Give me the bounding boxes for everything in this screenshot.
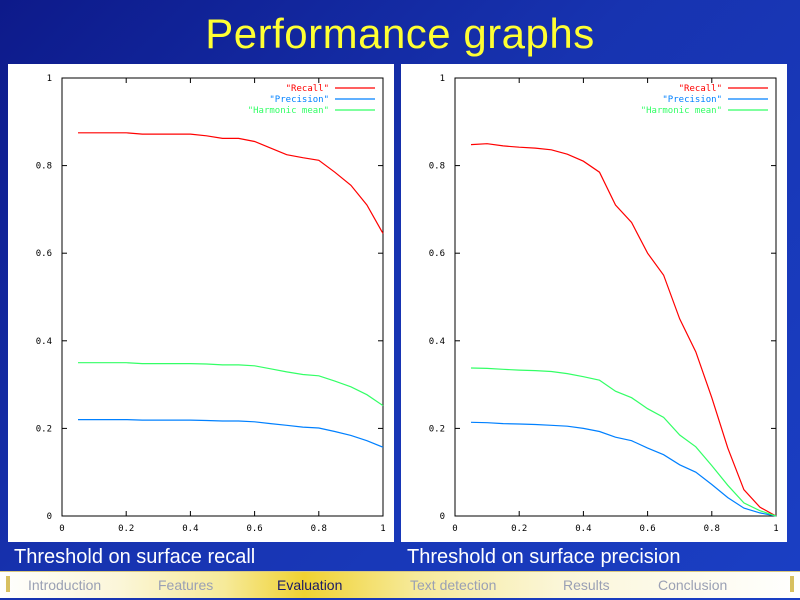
y-tick-label: 0.8	[36, 162, 52, 172]
legend-label-2: "Harmonic mean"	[248, 106, 329, 116]
legend-label-0: "Recall"	[679, 84, 722, 94]
nav-item-introduction[interactable]: Introduction	[28, 577, 102, 593]
caption-surface-recall: Threshold on surface recall	[14, 546, 256, 568]
y-tick-label: 0	[47, 512, 52, 522]
x-tick-label: 0.2	[118, 524, 134, 534]
x-tick-label: 0.6	[639, 524, 655, 534]
caption-surface-precision: Threshold on surface precision	[407, 546, 681, 568]
nav-left-marker	[6, 576, 10, 592]
plot-frame	[61, 77, 384, 517]
legend-label-1: "Precision"	[269, 95, 329, 105]
series-line-2	[78, 362, 384, 407]
legend-label-1: "Precision"	[662, 95, 722, 105]
legend-label-0: "Recall"	[286, 84, 329, 94]
series-line-2	[470, 367, 777, 517]
legend-label-2: "Harmonic mean"	[641, 106, 722, 116]
x-tick-label: 0.6	[246, 524, 262, 534]
x-tick-label: 0.4	[182, 524, 198, 534]
y-tick-label: 0.8	[429, 162, 445, 172]
chart-panel-surface-precision: 0 0.2 0.4 0.6 0.8 1 0 0.2 0.4 0.6 0.8 1 "Recall" "Pre…	[401, 64, 787, 542]
x-tick-label: 0	[452, 524, 457, 534]
nav-item-features[interactable]: Features	[158, 577, 214, 593]
x-tick-label: 0.4	[575, 524, 591, 534]
x-tick-label: 0.2	[511, 524, 527, 534]
y-tick-label: 0.6	[429, 249, 445, 259]
chart-panel-surface-recall: 0 0.2 0.4 0.6 0.8 1 0 0.2 0.4 0.6 0.8 1 "Recall" "Pre…	[8, 64, 394, 542]
y-tick-label: 0.2	[36, 424, 52, 434]
nav-right-marker	[790, 576, 794, 592]
x-tick-label: 0.8	[704, 524, 720, 534]
nav-item-evaluation[interactable]: Evaluation	[277, 577, 343, 593]
series-line-0	[470, 143, 777, 517]
x-tick-label: 0.8	[311, 524, 327, 534]
x-tick-label: 1	[773, 524, 778, 534]
y-tick-label: 0.6	[36, 249, 52, 259]
series-line-1	[470, 421, 777, 517]
y-tick-label: 0.4	[429, 337, 445, 347]
y-tick-label: 0.4	[36, 337, 52, 347]
line-chart-surface-precision: 0 0.2 0.4 0.6 0.8 1 0 0.2 0.4 0.6 0.8 1 "Recall""Pre…	[429, 74, 779, 534]
y-tick-label: 0	[440, 512, 445, 522]
section-navigation-bar: Introduction Features Evaluation Text de…	[0, 571, 800, 598]
y-tick-label: 1	[440, 74, 445, 84]
nav-item-results[interactable]: Results	[563, 577, 610, 593]
nav-item-text-detection[interactable]: Text detection	[410, 577, 497, 593]
y-tick-label: 1	[47, 74, 52, 84]
plot-frame	[454, 77, 777, 517]
y-tick-label: 0.2	[429, 424, 445, 434]
line-chart-surface-recall: 0 0.2 0.4 0.6 0.8 1 0 0.2 0.4 0.6 0.8 1 "Recall""Pre…	[36, 74, 386, 534]
series-line-1	[78, 419, 384, 448]
nav-item-conclusion[interactable]: Conclusion	[658, 577, 728, 593]
x-tick-label: 0	[59, 524, 64, 534]
x-tick-label: 1	[380, 524, 385, 534]
slide-title: Performance graphs	[205, 10, 595, 57]
series-line-0	[78, 132, 384, 234]
